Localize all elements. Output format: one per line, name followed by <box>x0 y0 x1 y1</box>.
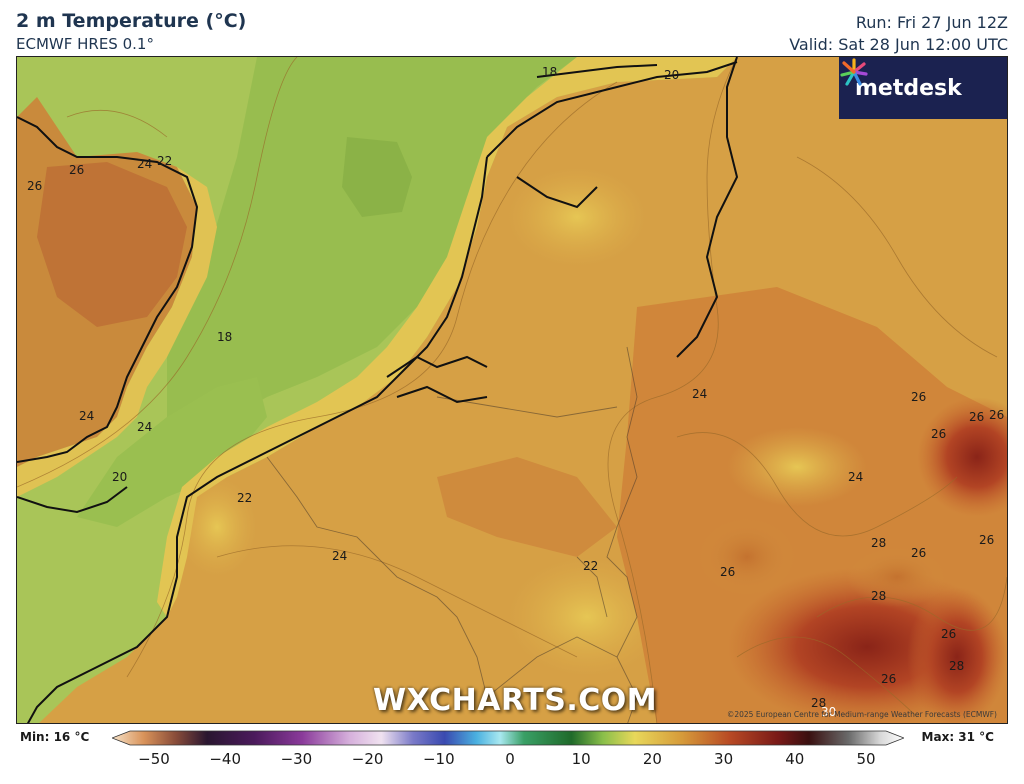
contour-label: 26 <box>969 410 985 424</box>
run-time: Run: Fri 27 Jun 12Z <box>855 13 1008 32</box>
contour-label: 20 <box>664 68 680 82</box>
contour-label: 24 <box>137 420 153 434</box>
colorbar-tick-label: 20 <box>642 750 662 768</box>
country-borders <box>266 346 638 723</box>
contour-label: 24 <box>79 409 95 423</box>
colorbar-tick-label: 50 <box>856 750 876 768</box>
contour-label: 28 <box>871 589 887 603</box>
copyright-notice: ©2025 European Centre for Medium-range W… <box>726 710 997 719</box>
colorbar <box>112 730 904 746</box>
colorbar-tick-label: 30 <box>714 750 734 768</box>
contour-label: 26 <box>911 390 927 404</box>
warm-zone-2 <box>847 547 947 607</box>
contour-label: 22 <box>157 154 173 168</box>
site-watermark: WXCHARTS.COM <box>373 683 658 718</box>
colorbar-tick-label: 0 <box>505 750 515 768</box>
contour-label: 28 <box>811 696 827 710</box>
max-temperature: Max: 31 °C <box>921 730 994 744</box>
colorbar-tick-label: 40 <box>785 750 805 768</box>
colorbar-tick-label: 10 <box>571 750 591 768</box>
lux-warm-patch <box>507 557 667 677</box>
contour-label: 26 <box>989 408 1005 422</box>
colorbar-tick-label: −50 <box>138 750 170 768</box>
contour-label: 26 <box>27 179 43 193</box>
contour-label: 30 <box>821 705 837 719</box>
contour-label: 28 <box>871 536 887 550</box>
inland-orange <box>437 457 617 557</box>
contour-label: 24 <box>848 470 864 484</box>
isotherm-lines <box>17 57 1007 723</box>
england-warm <box>37 162 187 327</box>
sea-band-green <box>167 57 577 477</box>
contour-label: 24 <box>692 387 708 401</box>
contour-label: 26 <box>720 565 736 579</box>
colorbar-tick-label: −20 <box>351 750 384 768</box>
contour-label: 18 <box>542 65 558 79</box>
cool-zone-germany <box>727 427 867 507</box>
contour-label: 26 <box>881 672 897 686</box>
contour-label: 24 <box>137 157 153 171</box>
logo-text: metdesk <box>855 75 962 101</box>
valid-time: Valid: Sat 28 Jun 12:00 UTC <box>789 35 1008 54</box>
burst-icon <box>840 58 868 86</box>
contour-label: 26 <box>69 163 85 177</box>
chart-title: 2 m Temperature (°C) <box>16 10 247 32</box>
contour-label: 26 <box>979 533 995 547</box>
contour-label: 28 <box>949 659 965 673</box>
contour-label: 22 <box>583 559 599 573</box>
map-canvas <box>17 57 1007 723</box>
model-label: ECMWF HRES 0.1° <box>16 35 154 53</box>
nl-warm-patch <box>507 167 647 267</box>
min-temperature: Min: 16 °C <box>20 730 90 744</box>
contour-label: 18 <box>217 330 233 344</box>
coastlines <box>17 57 739 723</box>
temperature-map[interactable]: 18 20 26 24 22 26 18 24 24 20 22 24 24 2… <box>16 56 1008 724</box>
contour-label: 26 <box>911 546 927 560</box>
colorbar-tick-label: −40 <box>209 750 242 768</box>
metdesk-logo: metdesk <box>839 57 1007 119</box>
contour-label: 22 <box>237 491 253 505</box>
warm-zone-1 <box>697 517 797 597</box>
contour-label: 26 <box>931 427 947 441</box>
colorbar-tick-label: −10 <box>422 750 455 768</box>
colorbar-tick-label: −30 <box>280 750 313 768</box>
hot-zone-east <box>917 397 1007 517</box>
hot-zone-southeast <box>907 587 1007 723</box>
sea-cool-patch <box>342 137 412 217</box>
contour-label: 24 <box>332 549 348 563</box>
contour-label: 26 <box>941 627 957 641</box>
contour-label: 20 <box>112 470 128 484</box>
